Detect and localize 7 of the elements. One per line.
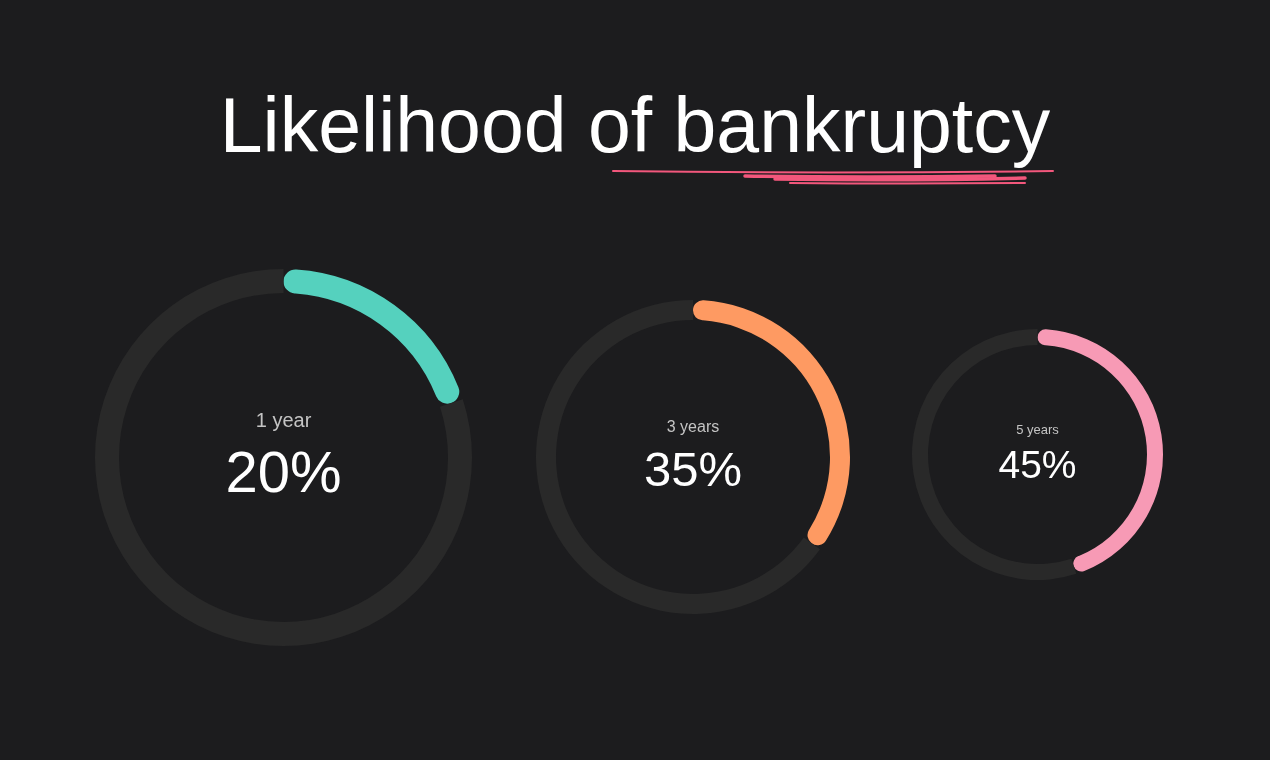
data-label: 20% bbox=[225, 438, 342, 504]
data-label: 35% bbox=[643, 442, 743, 497]
slice-label: 1 year bbox=[255, 408, 312, 431]
slice-label: 3 years bbox=[666, 417, 720, 435]
slice-label: 5 years bbox=[1016, 421, 1060, 437]
text: Likelihood of bankruptcy bbox=[218, 82, 1052, 168]
data-label: 45% bbox=[998, 442, 1077, 486]
